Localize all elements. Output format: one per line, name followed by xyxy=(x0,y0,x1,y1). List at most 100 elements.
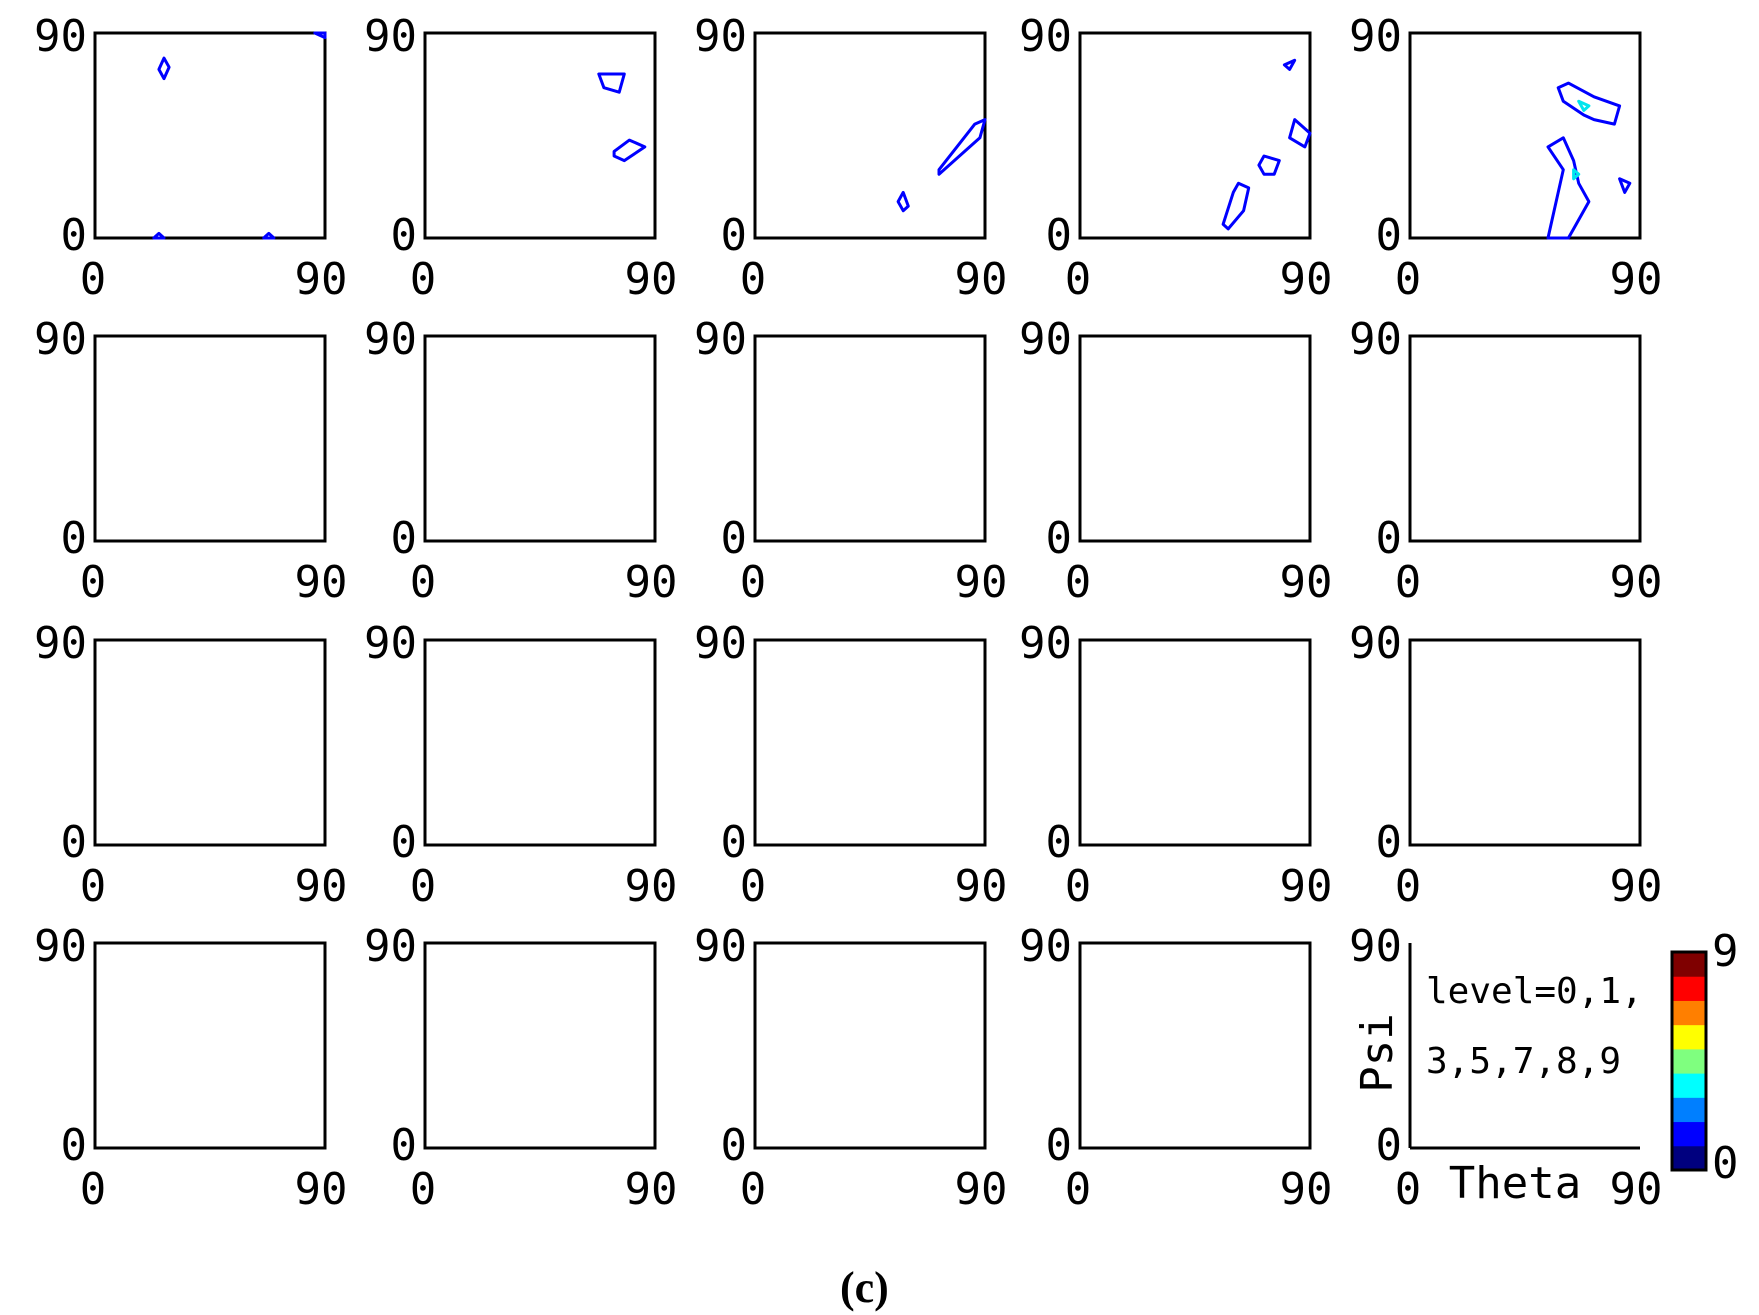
x-tick-max: 90 xyxy=(1610,557,1663,608)
contour-level-1-4 xyxy=(1572,168,1581,181)
panel-15: 90 00 90 xyxy=(1349,618,1662,912)
panel-frame xyxy=(753,31,987,240)
x-tick-max: 90 xyxy=(955,861,1008,912)
x-tick-max: 90 xyxy=(1610,254,1663,305)
panel-14: 90 00 90 xyxy=(1019,618,1332,912)
x-tick-max: 90 xyxy=(295,1164,348,1215)
contour-level-0-1 xyxy=(896,190,910,213)
x-tick-min: 0 xyxy=(1065,1164,1092,1215)
y-tick-max: 90 xyxy=(1349,314,1402,365)
x-tick-min: 0 xyxy=(740,557,767,608)
x-tick-min: 0 xyxy=(80,557,107,608)
y-tick-max: 90 xyxy=(34,11,87,62)
y-tick-max: 90 xyxy=(1019,314,1072,365)
contour-level-0-1 xyxy=(597,72,626,94)
panel-12: 90 00 90 xyxy=(364,618,677,912)
contour-level-0-2 xyxy=(152,231,166,240)
y-tick-max: 90 xyxy=(1349,921,1402,972)
y-tick-min: 0 xyxy=(721,817,748,868)
contour-level-0-2 xyxy=(937,118,987,176)
y-tick-min: 0 xyxy=(721,210,748,261)
panel-frame xyxy=(753,334,987,543)
y-tick-max: 90 xyxy=(694,11,747,62)
x-tick-max: 90 xyxy=(955,254,1008,305)
x-tick-min: 0 xyxy=(740,1164,767,1215)
x-tick-max: 90 xyxy=(955,1164,1008,1215)
panel-11: 90 00 90 xyxy=(34,618,347,912)
contour-level-1-2 xyxy=(1577,99,1591,112)
y-tick-max: 90 xyxy=(34,618,87,669)
panel-frame xyxy=(423,31,657,240)
x-tick-max: 90 xyxy=(295,254,348,305)
y-tick-min: 0 xyxy=(721,1120,748,1171)
figure-caption: (c) xyxy=(840,1263,889,1312)
y-tick-min: 0 xyxy=(721,513,748,564)
y-tick-min: 0 xyxy=(391,817,418,868)
y-tick-max: 90 xyxy=(364,618,417,669)
contour-level-0-2 xyxy=(612,138,647,163)
panel-17: 90 00 90 xyxy=(364,921,677,1215)
y-tick-max: 90 xyxy=(1019,921,1072,972)
y-tick-min: 0 xyxy=(1046,817,1073,868)
y-tick-max: 90 xyxy=(694,921,747,972)
panel-frame xyxy=(1408,31,1642,240)
colorbar-min-label: 0 xyxy=(1712,1138,1739,1189)
colorbar-segment-1 xyxy=(1672,1121,1706,1147)
colorbar-segment-6 xyxy=(1672,1000,1706,1026)
panel-frame xyxy=(1078,334,1312,543)
x-tick-min: 0 xyxy=(410,557,437,608)
colorbar-max-label: 9 xyxy=(1712,926,1739,977)
contour-level-0-3 xyxy=(1257,154,1281,176)
x-tick-min: 0 xyxy=(1395,1164,1422,1215)
x-tick-min: 0 xyxy=(410,861,437,912)
y-tick-min: 0 xyxy=(61,210,88,261)
x-tick-min: 0 xyxy=(1065,861,1092,912)
colorbar-segment-5 xyxy=(1672,1024,1706,1050)
contour-level-0-3 xyxy=(1546,136,1591,240)
panel-16: 90 00 90 xyxy=(34,921,347,1215)
y-tick-min: 0 xyxy=(391,1120,418,1171)
y-tick-min: 0 xyxy=(61,1120,88,1171)
y-tick-max: 90 xyxy=(694,618,747,669)
contour-level-0-4 xyxy=(1221,181,1251,231)
legend-line-2: 3,5,7,8,9 xyxy=(1426,1041,1621,1082)
panel-9: 90 00 90 xyxy=(1019,314,1332,608)
panel-frame xyxy=(1408,638,1642,847)
panel-8: 90 00 90 xyxy=(694,314,1007,608)
y-tick-min: 0 xyxy=(61,513,88,564)
panel-5: 90 00 90 xyxy=(1349,11,1662,305)
contour-level-0-4 xyxy=(313,31,327,40)
y-tick-min: 0 xyxy=(1376,1120,1403,1171)
x-tick-max: 90 xyxy=(625,861,678,912)
colorbar: 9 0 xyxy=(1670,926,1739,1189)
colorbar-segment-2 xyxy=(1672,1097,1706,1123)
y-tick-max: 90 xyxy=(34,921,87,972)
x-tick-max: 90 xyxy=(1610,1164,1663,1215)
panel-4: 90 00 90 xyxy=(1019,11,1332,305)
colorbar-segment-4 xyxy=(1672,1048,1706,1074)
panel-frame xyxy=(423,334,657,543)
panel-frame xyxy=(93,941,327,1150)
x-tick-min: 0 xyxy=(740,254,767,305)
x-tick-max: 90 xyxy=(1280,557,1333,608)
panel-6: 90 00 90 xyxy=(34,314,347,608)
panel-frame xyxy=(1078,638,1312,847)
panel-frame xyxy=(753,638,987,847)
contour-level-0-1 xyxy=(1282,58,1297,71)
x-tick-max: 90 xyxy=(625,557,678,608)
panel-7: 90 00 90 xyxy=(364,314,677,608)
y-tick-min: 0 xyxy=(391,513,418,564)
x-tick-max: 90 xyxy=(295,557,348,608)
panel-13: 90 00 90 xyxy=(694,618,1007,912)
x-tick-min: 0 xyxy=(1395,254,1422,305)
contour-level-0-1 xyxy=(1556,81,1622,126)
colorbar-segment-7 xyxy=(1672,976,1706,1001)
y-tick-max: 90 xyxy=(1019,618,1072,669)
y-tick-max: 90 xyxy=(1349,11,1402,62)
contour-level-0-2 xyxy=(1288,118,1312,149)
y-tick-max: 90 xyxy=(1019,11,1072,62)
x-tick-max: 90 xyxy=(1280,254,1333,305)
panel-frame xyxy=(93,31,327,240)
panel-frame xyxy=(93,334,327,543)
contour-level-0-5 xyxy=(1618,177,1632,194)
